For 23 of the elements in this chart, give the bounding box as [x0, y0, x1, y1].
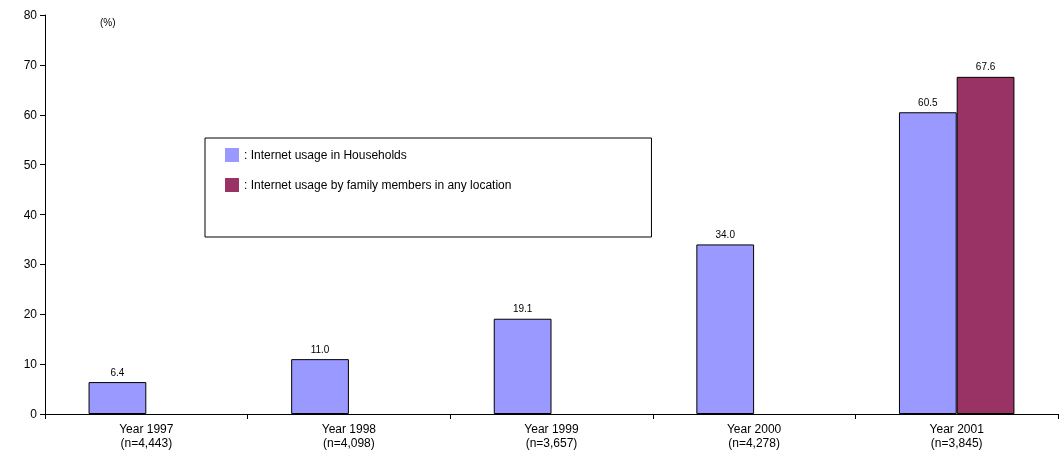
legend-label: : Internet usage in Households	[244, 148, 407, 162]
data-label: 6.4	[110, 366, 125, 378]
y-tick-label: 0	[30, 407, 38, 421]
data-label: 11.0	[310, 343, 330, 355]
y-tick-label: 70	[23, 57, 38, 72]
y-tick-label: 50	[23, 157, 38, 172]
y-tick-label: 20	[23, 307, 38, 322]
x-tick-label: Year 1997 (n=4,443)	[119, 422, 174, 450]
data-label: 60.5	[918, 96, 938, 108]
y-tick-label: 10	[23, 357, 38, 372]
legend-label: : Internet usage by family members in any location	[244, 178, 512, 192]
x-tick-label: Year 2000 (n=4,278)	[726, 422, 782, 450]
data-label: 67.6	[975, 61, 996, 73]
y-tick-label: 30	[23, 257, 38, 272]
x-tick-label: Year 1998 (n=4,098)	[321, 422, 377, 450]
y-tick-label: 80	[23, 8, 38, 22]
x-tick-label: Year 1999 (n=3,657)	[524, 422, 579, 450]
y-tick-label: 40	[23, 207, 38, 222]
data-label: 19.1	[512, 303, 533, 315]
y-tick-label: 60	[23, 107, 38, 122]
data-label: 34.0	[715, 228, 736, 240]
x-tick-label: Year 2001 (n=3,845)	[929, 422, 985, 450]
y-axis-title: (%)	[100, 16, 116, 28]
